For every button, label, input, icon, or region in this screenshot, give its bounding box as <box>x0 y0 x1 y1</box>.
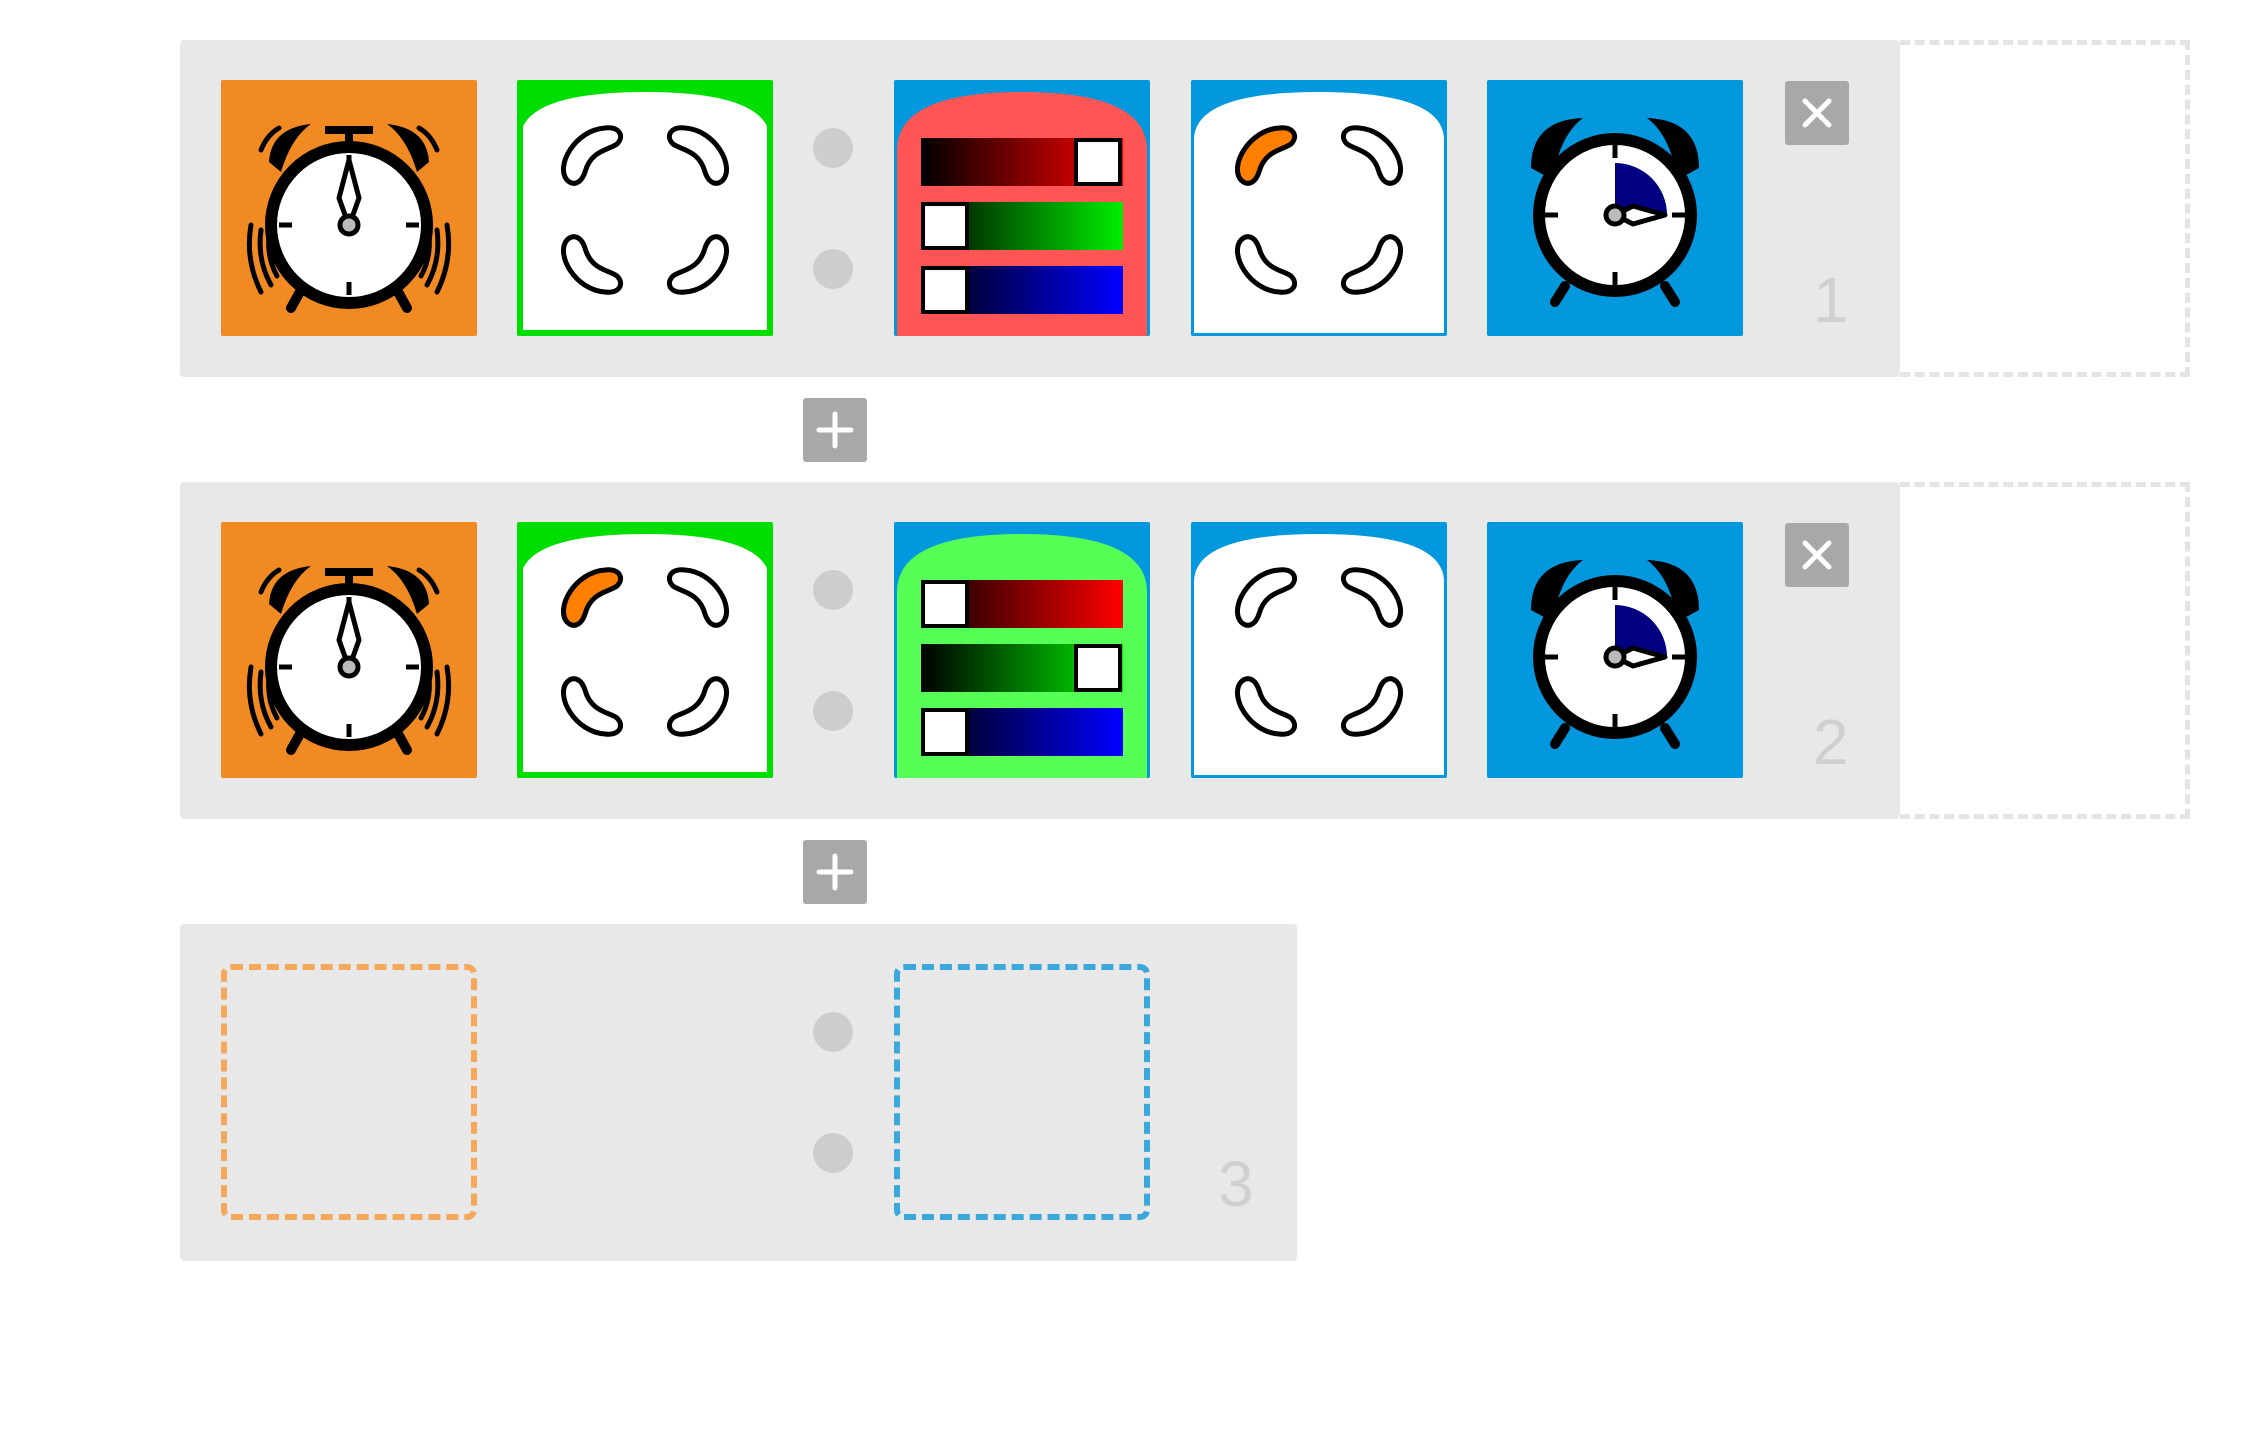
row-1-number: 1 <box>1813 264 1849 336</box>
alarm-clock-timer-icon <box>1487 80 1743 336</box>
rgb-sliders-icon <box>897 534 1147 778</box>
four-button-pad-icon <box>517 525 773 778</box>
row-3-trigger-placeholder[interactable] <box>221 964 477 1220</box>
plus-icon <box>816 411 854 449</box>
alarm-clock-timer-icon <box>1487 522 1743 778</box>
close-icon <box>1802 540 1832 570</box>
row-3-connector-dot-bottom <box>813 1133 853 1173</box>
row-2-timer-tile[interactable] <box>1487 522 1743 778</box>
row-1-button-pad-action-tile[interactable] <box>1191 80 1447 336</box>
add-row-button-2[interactable] <box>803 840 867 904</box>
rgb-sliders-icon <box>897 92 1147 336</box>
add-row-button-1[interactable] <box>803 398 867 462</box>
row-1-connector-dot-top <box>813 128 853 168</box>
row-2-delete-button[interactable] <box>1785 523 1849 587</box>
ringing-alarm-clock-icon <box>221 80 477 336</box>
row-1-timer-tile[interactable] <box>1487 80 1743 336</box>
row-1-delete-button[interactable] <box>1785 81 1849 145</box>
four-button-pad-icon <box>1194 92 1444 333</box>
row-2-connector-dot-bottom <box>813 691 853 731</box>
row-1-alarm-trigger-tile[interactable] <box>221 80 477 336</box>
row-3-number: 3 <box>1218 1148 1254 1220</box>
row-1-rgb-color-tile[interactable] <box>894 80 1150 336</box>
row-2-empty-slot[interactable] <box>1900 482 2190 819</box>
row-1-button-pad-tile[interactable] <box>517 80 773 336</box>
row-2-button-pad-tile[interactable] <box>517 522 773 778</box>
row-2-button-pad-action-tile[interactable] <box>1191 522 1447 778</box>
row-2-connector-dot-top <box>813 570 853 610</box>
row-3-connector-dot-top <box>813 1012 853 1052</box>
row-1-empty-slot[interactable] <box>1900 40 2190 377</box>
row-2-rgb-color-tile[interactable] <box>894 522 1150 778</box>
ringing-alarm-clock-icon <box>221 522 477 778</box>
four-button-pad-icon <box>517 83 773 336</box>
row-3-action-placeholder[interactable] <box>894 964 1150 1220</box>
row-2-alarm-trigger-tile[interactable] <box>221 522 477 778</box>
four-button-pad-icon <box>1194 534 1444 775</box>
plus-icon <box>816 853 854 891</box>
row-3 <box>180 924 1297 1261</box>
close-icon <box>1802 98 1832 128</box>
row-1-connector-dot-bottom <box>813 249 853 289</box>
row-2-number: 2 <box>1813 706 1849 778</box>
